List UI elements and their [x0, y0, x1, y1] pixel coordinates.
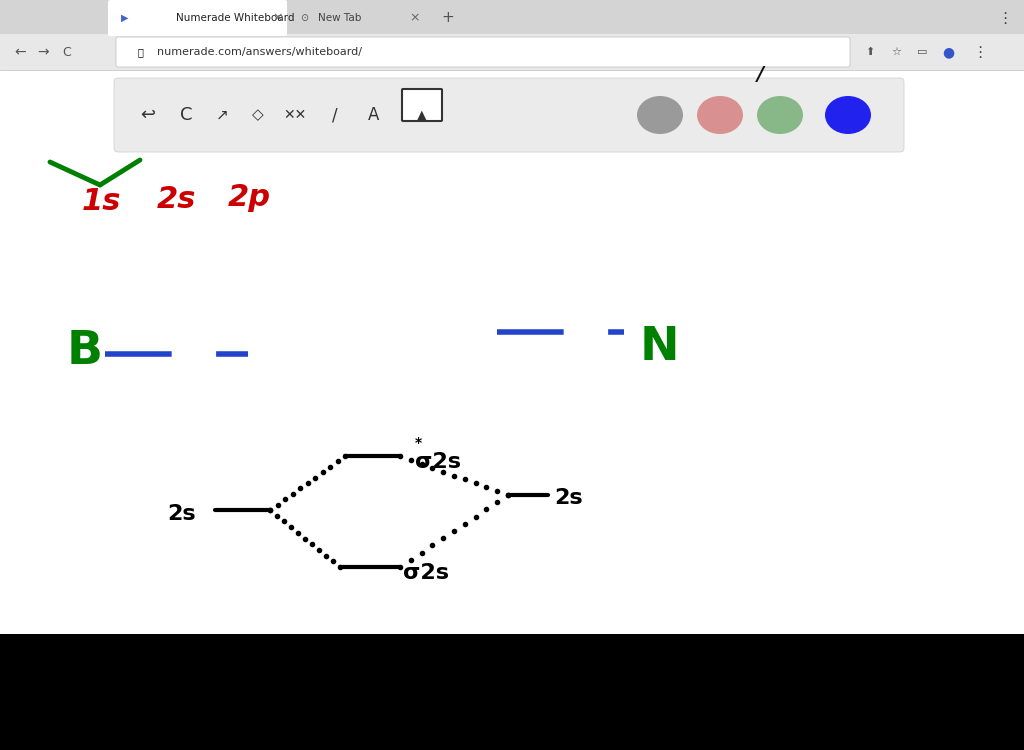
Text: B: B — [67, 329, 103, 374]
Text: ☆: ☆ — [891, 47, 901, 57]
Bar — [0, 634, 1024, 750]
Bar — [0, 0, 1024, 34]
Text: ↩: ↩ — [140, 106, 156, 124]
Text: ⋮: ⋮ — [997, 10, 1013, 26]
FancyBboxPatch shape — [108, 0, 287, 36]
Text: σ2s: σ2s — [415, 452, 461, 472]
Text: C: C — [62, 46, 72, 58]
Text: ✕✕: ✕✕ — [284, 108, 306, 122]
Text: ↗: ↗ — [216, 107, 228, 122]
Ellipse shape — [637, 96, 683, 134]
Text: A: A — [369, 106, 380, 124]
Text: ◇: ◇ — [252, 107, 264, 122]
FancyBboxPatch shape — [114, 78, 904, 152]
Text: ⊙: ⊙ — [300, 13, 308, 23]
Text: ⬆: ⬆ — [865, 47, 874, 57]
Text: numerade.com/answers/whiteboard/: numerade.com/answers/whiteboard/ — [157, 47, 362, 57]
Text: 2s: 2s — [554, 488, 583, 508]
Ellipse shape — [825, 96, 871, 134]
Text: ▶: ▶ — [121, 13, 129, 23]
Text: New Tab: New Tab — [318, 13, 361, 23]
FancyBboxPatch shape — [402, 89, 442, 121]
Text: ▲: ▲ — [417, 109, 427, 122]
Text: *: * — [415, 436, 422, 450]
Text: 2s: 2s — [167, 504, 196, 524]
Text: 2s: 2s — [157, 185, 197, 214]
Text: ×: × — [272, 11, 284, 25]
Text: Numerade Whiteboard: Numerade Whiteboard — [176, 13, 295, 23]
Ellipse shape — [757, 96, 803, 134]
Text: 1s: 1s — [82, 188, 122, 217]
Text: →: → — [37, 45, 49, 59]
Text: ⋮: ⋮ — [973, 44, 987, 59]
Text: 2p: 2p — [228, 184, 271, 212]
Text: C: C — [180, 106, 193, 124]
Text: /: / — [332, 106, 338, 124]
Text: N: N — [640, 326, 680, 370]
Text: ●: ● — [942, 45, 954, 59]
Text: ×: × — [410, 11, 420, 25]
Text: ▭: ▭ — [916, 47, 928, 57]
Text: +: + — [441, 10, 455, 26]
Bar — [0, 34, 1024, 70]
Text: /: / — [757, 65, 764, 85]
Text: 🔒: 🔒 — [138, 47, 144, 57]
Ellipse shape — [697, 96, 743, 134]
FancyBboxPatch shape — [116, 37, 850, 67]
Bar — [0, 70, 1024, 634]
Text: ←: ← — [14, 45, 26, 59]
Text: σ2s: σ2s — [403, 563, 449, 583]
